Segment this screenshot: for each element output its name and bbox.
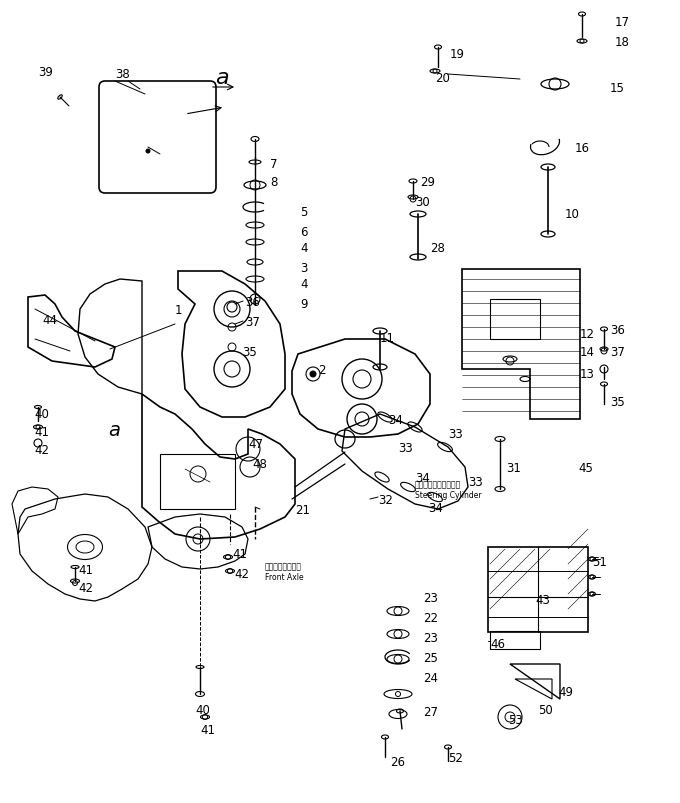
Text: 40: 40 [34, 408, 49, 421]
Text: 52: 52 [448, 751, 463, 764]
Text: 37: 37 [245, 315, 260, 328]
Text: 28: 28 [430, 241, 445, 255]
Text: 14: 14 [580, 345, 595, 358]
Text: 45: 45 [578, 461, 593, 474]
Text: 13: 13 [580, 368, 595, 381]
Bar [490, 300, 540, 340]
Text: 4: 4 [300, 241, 307, 255]
Text: 41: 41 [232, 548, 247, 560]
Text: 43: 43 [535, 593, 550, 605]
Text: 31: 31 [506, 461, 521, 474]
Text: 49: 49 [558, 685, 573, 698]
Text: 18: 18 [615, 35, 630, 48]
Text: 17: 17 [615, 15, 630, 28]
Text: 46: 46 [490, 638, 505, 650]
Text: 8: 8 [270, 175, 277, 188]
Text: 20: 20 [435, 71, 450, 84]
Text: 27: 27 [423, 704, 438, 718]
Text: 5: 5 [300, 206, 307, 218]
Text: 3: 3 [300, 261, 307, 274]
Text: 40: 40 [195, 703, 210, 715]
Text: 44: 44 [42, 313, 57, 326]
Text: 37: 37 [610, 345, 625, 358]
Text: 29: 29 [420, 175, 435, 188]
Text: 51: 51 [592, 555, 607, 568]
Text: 12: 12 [580, 328, 595, 341]
Text: 33: 33 [448, 428, 463, 441]
Text: 15: 15 [610, 81, 625, 95]
Bar [160, 454, 235, 509]
Text: 34: 34 [388, 413, 403, 426]
Text: 50: 50 [538, 703, 553, 715]
Text: 53: 53 [508, 712, 523, 726]
Text: 19: 19 [450, 48, 465, 61]
Text: 41: 41 [78, 563, 93, 576]
Text: 47: 47 [248, 438, 263, 451]
Text: 48: 48 [252, 458, 267, 471]
Text: 42: 42 [34, 443, 49, 456]
Text: 39: 39 [38, 65, 53, 79]
Text: フロントアクスル
Front Axle: フロントアクスル Front Axle [265, 561, 304, 581]
Text: 16: 16 [575, 141, 590, 154]
Text: 42: 42 [78, 581, 93, 593]
Text: ステアリングシリンダ
Steering Cylinder: ステアリングシリンダ Steering Cylinder [415, 479, 481, 499]
Text: 30: 30 [415, 195, 430, 208]
Text: 38: 38 [115, 68, 130, 81]
Text: 41: 41 [200, 723, 215, 736]
Text: 4: 4 [300, 278, 307, 291]
Text: 34: 34 [428, 501, 443, 514]
Text: 41: 41 [34, 425, 49, 438]
Text: 7: 7 [270, 158, 277, 171]
Text: a: a [215, 68, 228, 88]
Text: 23: 23 [423, 630, 438, 644]
Bar [488, 548, 588, 632]
Text: 35: 35 [610, 395, 625, 408]
Text: 11: 11 [380, 331, 395, 344]
Text: 35: 35 [242, 345, 257, 358]
Text: a: a [108, 420, 120, 439]
Text: 2: 2 [318, 363, 326, 376]
Text: 36: 36 [245, 296, 260, 308]
Text: 24: 24 [423, 671, 438, 683]
Text: 21: 21 [295, 503, 310, 516]
Text: 32: 32 [378, 493, 393, 506]
Text: 10: 10 [565, 208, 580, 221]
Text: 26: 26 [390, 755, 405, 768]
Text: 36: 36 [610, 323, 625, 336]
Text: 25: 25 [423, 650, 438, 663]
Text: 34: 34 [415, 471, 430, 484]
Text: 42: 42 [234, 568, 249, 581]
FancyBboxPatch shape [99, 82, 216, 194]
Text: 22: 22 [423, 611, 438, 624]
Text: 6: 6 [300, 225, 307, 238]
Text: 23: 23 [423, 591, 438, 604]
Circle shape [146, 150, 150, 154]
Text: 33: 33 [398, 441, 413, 454]
Text: 33: 33 [468, 475, 483, 488]
Text: 1: 1 [175, 303, 182, 316]
Text: 9: 9 [300, 298, 307, 311]
Circle shape [310, 372, 316, 377]
